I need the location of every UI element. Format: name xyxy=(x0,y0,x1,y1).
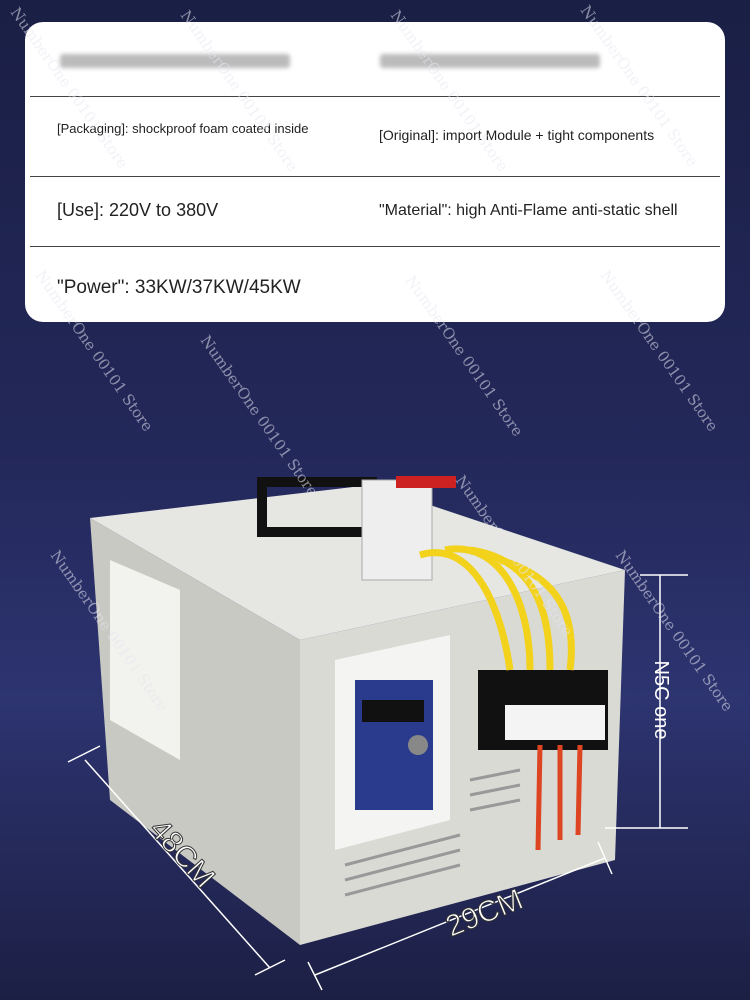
terminal-plate xyxy=(505,705,605,740)
red-wires xyxy=(535,744,583,851)
row-divider xyxy=(30,176,720,177)
watermark: NumberOne 00101 Store xyxy=(597,267,722,435)
spec-cell: "Material": high Anti-Flame anti-static … xyxy=(379,202,678,219)
dimension-label: N5C one xyxy=(650,661,672,740)
blurred-header xyxy=(60,54,290,68)
watermark: NumberOne 00101 Store xyxy=(387,7,512,175)
top-face xyxy=(90,485,625,640)
spec-cell: [Use]: 220V to 380V xyxy=(57,200,219,220)
watermark: NumberOne 00101 Store xyxy=(32,267,157,435)
dimension-lines xyxy=(67,574,688,991)
breaker xyxy=(361,479,433,581)
knob xyxy=(408,735,428,755)
row-divider xyxy=(30,96,720,97)
spec-card: [Packaging]: shockproof foam coated insi… xyxy=(25,22,725,322)
spec-cell: [Original]: import Module + tight compon… xyxy=(379,127,655,143)
breaker-switch xyxy=(396,476,456,488)
watermark: NumberOne 00101 Store xyxy=(177,7,302,175)
blurred-header xyxy=(380,54,600,68)
yellow-wires xyxy=(418,545,575,671)
display xyxy=(362,700,424,722)
spec-cell: "Power": 33KW/37KW/45KW xyxy=(57,277,301,298)
label-sticker xyxy=(110,560,180,760)
row-divider xyxy=(30,246,720,247)
watermark: NumberOne 00101 Store xyxy=(402,272,527,440)
machine xyxy=(90,476,625,945)
watermark: NumberOne 00101 Store xyxy=(7,4,132,172)
spec-cell: [Packaging]: shockproof foam coated insi… xyxy=(57,121,309,136)
vents xyxy=(344,768,521,897)
watermark: NumberOne 00101 Store xyxy=(577,2,702,170)
watermark: NumberOne 00101 Store xyxy=(197,332,322,500)
watermark: NumberOne 00101 Store xyxy=(612,547,737,715)
